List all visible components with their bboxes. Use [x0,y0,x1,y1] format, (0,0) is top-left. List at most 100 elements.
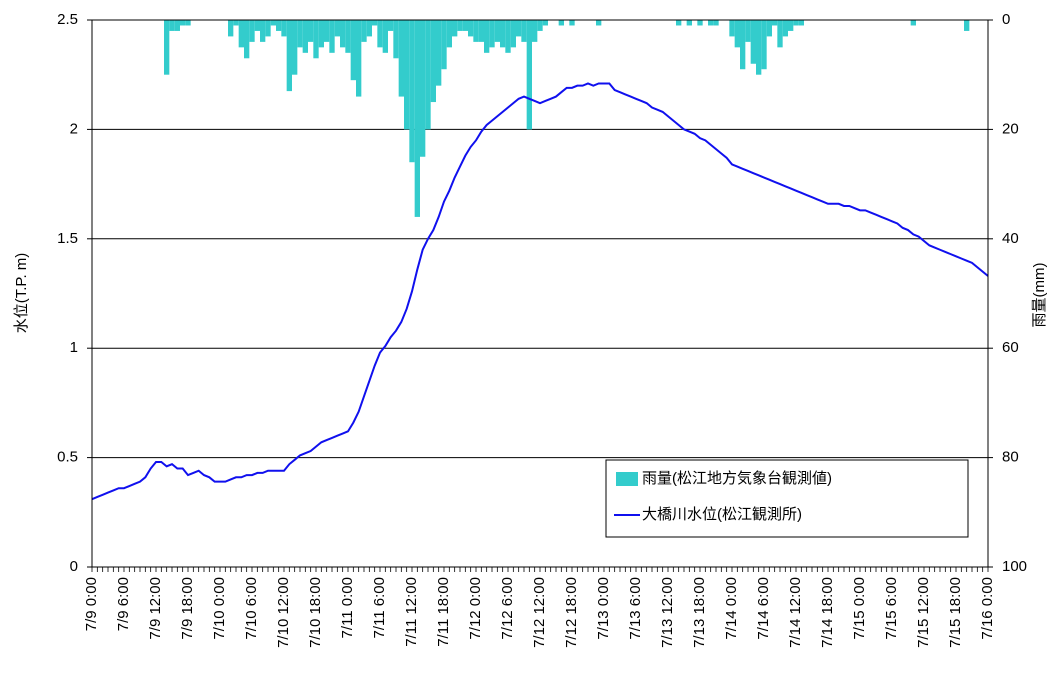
x-tick-label: 7/12 0:00 [467,577,484,640]
y2-tick-label: 100 [1002,558,1027,575]
rain-bar [676,20,682,26]
rain-bar [292,20,298,75]
rain-bar [478,20,484,42]
rain-bar [910,20,916,26]
rain-bar [446,20,452,48]
x-tick-label: 7/13 0:00 [595,577,612,640]
rain-bar [734,20,740,48]
rain-bar [766,20,772,37]
rain-bar [788,20,794,31]
rain-bar [532,20,538,42]
rain-bar [228,20,234,37]
rain-bar [276,20,282,31]
x-tick-label: 7/15 0:00 [851,577,868,640]
rain-bar [686,20,692,26]
rain-bar [265,20,271,37]
rain-bar [452,20,458,37]
x-tick-label: 7/9 18:00 [179,577,196,640]
rain-bar [260,20,266,42]
rain-bar [425,20,431,130]
rain-bar [521,20,527,42]
rain-bar [708,20,714,26]
rain-bar [697,20,703,26]
rain-bar [484,20,490,53]
rain-bar [430,20,436,103]
rain-bar [286,20,292,92]
rain-bar [457,20,463,31]
rain-bar [377,20,383,48]
rain-bar [372,20,378,26]
rain-bar [558,20,564,26]
x-tick-label: 7/11 12:00 [403,577,420,647]
x-tick-label: 7/12 6:00 [499,577,516,640]
rain-bar [782,20,788,37]
rain-bar [334,20,340,37]
rain-bar [494,20,500,42]
plot-frame [91,19,989,568]
rain-bar [729,20,735,37]
x-tick-label: 7/9 6:00 [115,577,132,631]
water-level-line [91,82,989,501]
x-tick-label: 7/10 12:00 [275,577,292,648]
rain-bar [329,20,335,53]
x-tick-label: 7/11 0:00 [339,577,356,638]
rain-bar [350,20,356,81]
rain-bar [318,20,324,48]
rain-bar [238,20,244,48]
y-tick-label: 0.5 [57,449,78,466]
x-tick-label: 7/12 18:00 [563,577,580,648]
x-tick-label: 7/13 6:00 [627,577,644,640]
x-tick-label: 7/11 18:00 [435,577,452,647]
y2-tick-label: 0 [1002,11,1010,28]
x-tick-label: 7/11 6:00 [371,577,388,638]
x-tick-label: 7/16 0:00 [979,577,996,640]
x-tick-label: 7/10 18:00 [307,577,324,648]
rain-bar [414,20,420,217]
rain-bar [185,20,191,26]
rain-bar [404,20,410,130]
x-tick-label: 7/12 12:00 [531,577,548,648]
rain-bar [569,20,575,26]
rain-bar [798,20,804,26]
x-tick-label: 7/14 0:00 [723,577,740,640]
rain-bar [436,20,442,86]
x-tick-label: 7/15 18:00 [947,577,964,648]
rain-bar [761,20,767,70]
x-tick-label: 7/9 12:00 [147,577,164,640]
x-tick-label: 7/14 12:00 [787,577,804,648]
rain-bar [398,20,404,97]
rain-bar [233,20,239,26]
rain-bar [302,20,308,53]
rain-bar [750,20,756,64]
rain-bar [964,20,970,31]
rain-bar [526,20,532,130]
rain-bar [542,20,548,26]
rain-bar [297,20,303,48]
rain-bar [249,20,255,42]
legend-label: 雨量(松江地方気象台観測値) [642,470,832,487]
y-tick-label: 1 [70,339,78,356]
rain-bar [740,20,746,70]
rain-bar [281,20,287,37]
y-tick-label: 0 [70,558,78,575]
y-axis-label: 水位(T.P. m) [13,253,30,334]
rain-bar [772,20,778,26]
rain-bar [713,20,719,26]
rain-bar [756,20,762,75]
rain-bar [420,20,426,157]
rain-bar [510,20,516,48]
y-tick-label: 2 [70,120,78,137]
rain-bar [777,20,783,48]
rain-bar [505,20,511,53]
rain-bar [462,20,468,31]
rain-bar [382,20,388,53]
x-tick-label: 7/9 0:00 [83,577,100,631]
x-tick-label: 7/13 18:00 [691,577,708,648]
y-tick-label: 2.5 [57,11,78,28]
rain-bar [324,20,330,42]
rain-bar [596,20,602,26]
rain-bar [393,20,399,59]
rain-bar [409,20,415,163]
